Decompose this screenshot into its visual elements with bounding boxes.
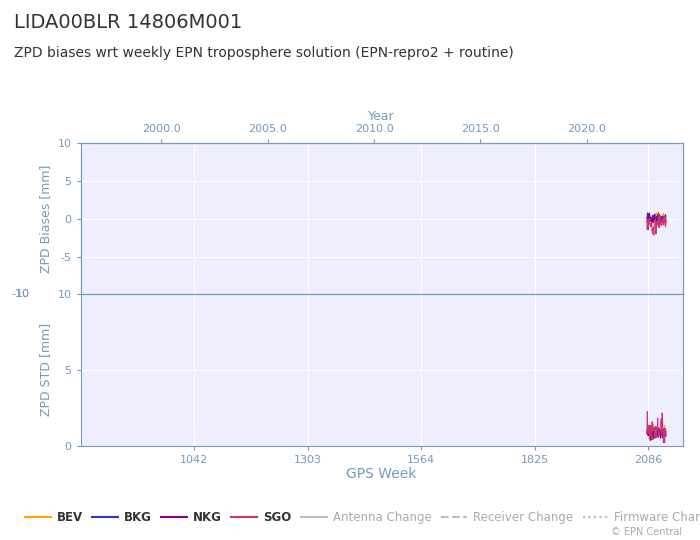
Y-axis label: ZPD Biases [mm]: ZPD Biases [mm] [39,165,52,273]
Text: LIDA00BLR 14806M001: LIDA00BLR 14806M001 [14,14,242,32]
Text: ZPD biases wrt weekly EPN troposphere solution (EPN-repro2 + routine): ZPD biases wrt weekly EPN troposphere so… [14,46,514,60]
Legend: BEV, BKG, NKG, SGO, Antenna Change, Receiver Change, Firmware Change: BEV, BKG, NKG, SGO, Antenna Change, Rece… [20,507,700,529]
Text: -10: -10 [11,289,29,299]
Y-axis label: ZPD STD [mm]: ZPD STD [mm] [39,323,52,416]
X-axis label: GPS Week: GPS Week [346,467,416,481]
Text: 10: 10 [15,289,29,299]
Text: © EPN Central: © EPN Central [611,527,682,537]
X-axis label: Year: Year [368,110,395,123]
